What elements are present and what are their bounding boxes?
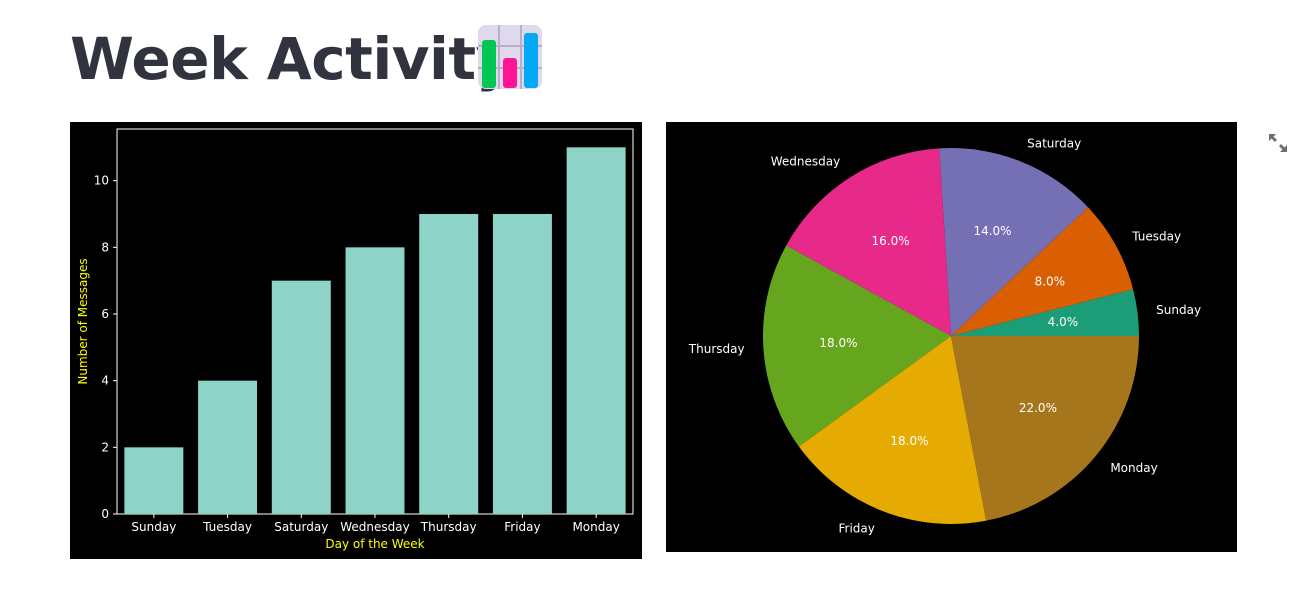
- pie-chart: 4.0% Sunday 8.0% Tuesday 14.0% Saturday 16.0% W…: [688, 137, 1201, 536]
- y-tick-label: 0: [101, 507, 109, 521]
- pie-slice-sunday: [951, 289, 1139, 336]
- x-tick-label: Friday: [504, 520, 540, 534]
- pie-category-label: Saturday: [1027, 137, 1081, 151]
- pie-category-label: Monday: [1110, 461, 1157, 475]
- pie-category-label: Sunday: [1156, 303, 1201, 317]
- pie-slice-friday: [798, 336, 987, 524]
- pie-percent-label: 16.0%: [871, 234, 909, 248]
- pie-category-label: Tuesday: [1131, 229, 1181, 243]
- y-tick-label: 10: [94, 174, 109, 188]
- x-axis-label: Day of the Week: [325, 537, 424, 551]
- bar-sunday: [124, 447, 184, 514]
- x-tick-label: Thursday: [420, 520, 477, 534]
- x-tick-label: Saturday: [274, 520, 328, 534]
- pie-slice-monday: [951, 336, 1139, 521]
- y-tick-label: 6: [101, 307, 109, 321]
- x-tick-label: Sunday: [131, 520, 176, 534]
- bar-chart-emoji-icon: [478, 25, 542, 89]
- pie-percent-label: 8.0%: [1035, 275, 1066, 289]
- y-tick-label: 8: [101, 240, 109, 254]
- bar-wednesday: [345, 247, 405, 514]
- pie-slice-tuesday: [951, 207, 1134, 336]
- x-tick-label: Monday: [572, 520, 619, 534]
- y-tick-label: 2: [101, 440, 109, 454]
- pie-percent-label: 18.0%: [819, 336, 857, 350]
- pie-percent-label: 22.0%: [1019, 401, 1057, 415]
- pie-slice-thursday: [763, 245, 951, 447]
- bar-thursday: [419, 214, 479, 514]
- pie-chart-panel: 4.0% Sunday 8.0% Tuesday 14.0% Saturday 16.0% W…: [666, 122, 1237, 552]
- bar-friday: [492, 214, 552, 514]
- x-tick-label: Wednesday: [340, 520, 409, 534]
- y-axis-label: Number of Messages: [76, 258, 90, 384]
- bar-saturday: [271, 280, 331, 514]
- pie-category-label: Friday: [838, 521, 874, 535]
- pie-category-label: Thursday: [688, 342, 745, 356]
- pie-category-label: Wednesday: [771, 154, 840, 168]
- bar-tuesday: [198, 380, 258, 514]
- pie-slice-saturday: [939, 148, 1089, 336]
- x-tick-label: Tuesday: [202, 520, 252, 534]
- bar-monday: [566, 147, 626, 515]
- page-title: Week Activity: [70, 25, 513, 93]
- pie-percent-label: 18.0%: [890, 434, 928, 448]
- bar-chart: Sunday Tuesday Saturday Wednesday Thursday Fr…: [76, 128, 634, 551]
- pie-percent-label: 4.0%: [1048, 315, 1079, 329]
- bar-chart-panel: Sunday Tuesday Saturday Wednesday Thursday Fr…: [70, 122, 642, 559]
- fullscreen-expand-icon[interactable]: [1266, 131, 1289, 155]
- pie-percent-label: 14.0%: [973, 224, 1011, 238]
- y-tick-label: 4: [101, 374, 109, 388]
- pie-slice-wednesday: [786, 148, 951, 336]
